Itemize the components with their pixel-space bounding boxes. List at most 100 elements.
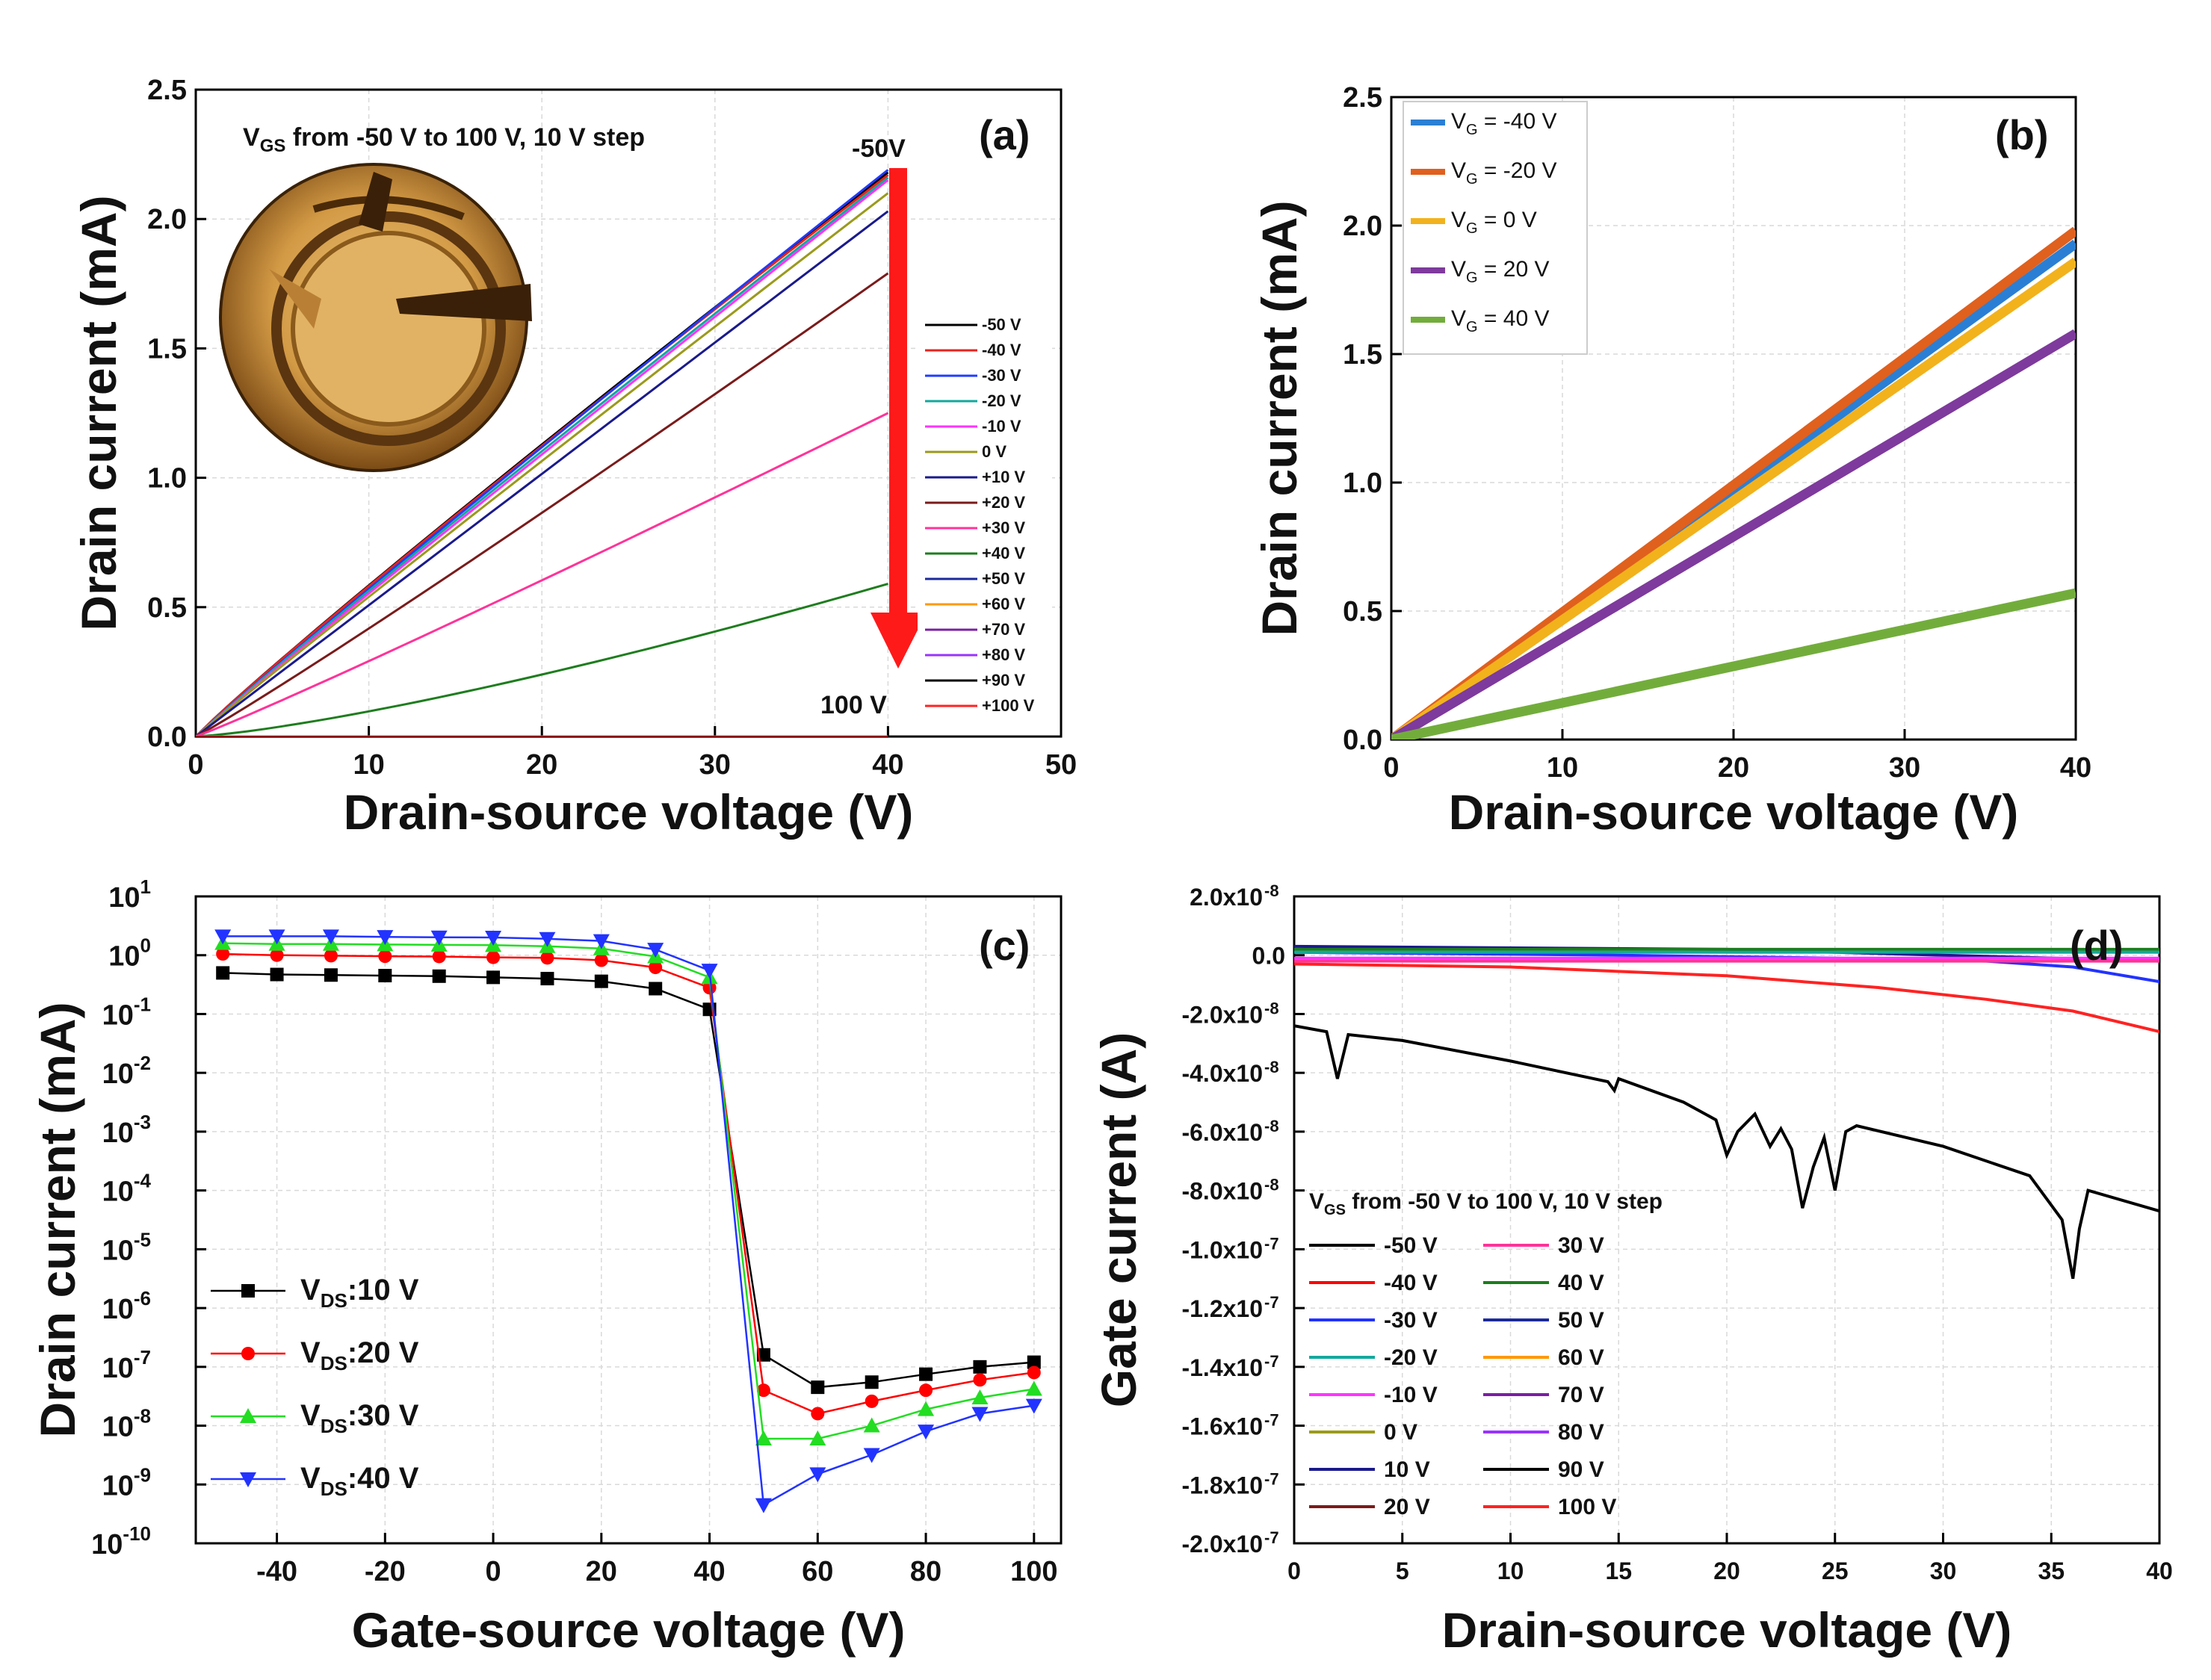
c-legend-marker-0 [241,1284,255,1298]
c-ytick-11: 101 [108,875,151,914]
b-legend-label-rest-3: = 20 V [1478,257,1550,282]
c-ticks: -40 -20 0 20 40 60 80 10010-1010-910-810-710-61… [91,875,1057,1587]
b-series-line-3 [1391,329,2076,740]
d-xtick-4: 20 [1713,1557,1740,1584]
a-legend-label-11: +60 V [982,595,1025,613]
c-series-0-point-11 [811,1380,825,1395]
c-series-3-point-11 [809,1467,826,1483]
b-xtick-1: 10 [1547,752,1578,784]
c-ytick-10: 100 [108,934,151,973]
d-ytick-11: -2.0x10 [1181,1531,1263,1557]
d-legend-label-14: 90 V [1558,1457,1604,1482]
b-ytick-3: 1.5 [1343,339,1382,371]
c-legend-marker-2 [240,1408,256,1423]
c-series-1-point-9 [702,981,717,995]
d-legend-label-4: -10 V [1384,1383,1438,1407]
c-series-3-point-6 [539,932,556,947]
a-sweep-v: V [243,123,260,152]
c-series-0-point-2 [324,968,338,982]
panel-d: 0 5 10 15 20 25 30 35 402.0x10 -80.0-2.0x10 -8-4.0… [1091,881,2173,1658]
c-legend-label-1: VDS:20 V [300,1336,419,1374]
d-ytick-exp-2: -8 [1264,999,1279,1017]
a-legend-label-14: +90 V [982,671,1025,689]
d-legend-label-9: 40 V [1558,1271,1604,1295]
c-legend-label-sub-1: DS [321,1352,347,1374]
c-series-0-point-5 [486,970,501,985]
d-ytick-exp-4: -8 [1264,1117,1279,1135]
d-ytick-mant-7: -1.2x10 [1181,1295,1263,1322]
c-ytick-1: 10-9 [102,1463,151,1501]
a-x-axis-title: Drain-source voltage (V) [344,784,914,840]
c-series-0-point-0 [216,966,230,980]
d-series-line-0 [1294,1024,2159,1280]
c-ytick-exp-7: -3 [134,1111,151,1133]
b-legend-label-sub-3: G [1466,270,1478,286]
c-series-line-2 [223,942,1034,1440]
c-ytick-4: 10-6 [102,1287,151,1325]
a-ticks: 0 10 20 30 40 50 0.0 0.5 1.0 1.5 2.0 2.5 [147,75,1077,781]
c-panel-label: (c) [979,922,1030,969]
c-legend-label-main-3: V [300,1462,321,1495]
a-sweep-arrow [871,168,927,669]
a-legend-label-1: -40 V [982,341,1021,359]
c-legend-label-main-2: V [300,1399,321,1432]
b-series-line-2 [1391,257,2076,740]
a-legend-label-13: +80 V [982,645,1025,664]
b-xtick-3: 30 [1889,752,1920,784]
d-legend-label-3: -20 V [1384,1345,1438,1370]
a-ytick-4: 2.0 [147,204,187,235]
c-series-line-1 [223,952,1034,1415]
a-xtick-2: 20 [526,749,557,781]
d-xtick-2: 10 [1497,1557,1524,1584]
b-legend-label-main-0: V [1451,109,1466,134]
c-series-0-point-12 [865,1375,879,1389]
d-ytick-mant-11: -2.0x10 [1181,1531,1263,1557]
d-legend-title-sub: GS [1324,1202,1346,1218]
c-ytick-base-4: 10 [102,1294,134,1325]
c-ytick-base-6: 10 [102,1177,134,1208]
c-ytick-exp-9: -1 [134,993,151,1015]
c-legend-label-0: VDS:10 V [300,1274,419,1312]
c-xtick-2: 0 [485,1556,501,1587]
b-ytick-2: 1.0 [1343,468,1382,499]
b-legend-label-main-2: V [1451,208,1466,232]
a-legend-label-5: 0 V [982,442,1006,461]
c-series-0-point-7 [594,974,608,988]
panel-a: 0 10 20 30 40 50 0.0 0.5 1.0 1.5 2.0 2.5 VGS from -… [71,75,1077,840]
c-series-0-point-3 [378,969,392,983]
b-legend: VG = -40 VVG = -20 VVG = 0 VVG = 20 VVG … [1403,101,1588,355]
d-ytick-mant-4: -6.0x10 [1181,1119,1263,1146]
a-xtick-5: 50 [1045,749,1077,781]
a-xtick-4: 40 [872,749,903,781]
c-ytick-exp-4: -6 [134,1287,151,1309]
c-legend-label-rest-1: :20 V [347,1336,419,1369]
d-ytick-3: -4.0x10 [1181,1060,1263,1087]
c-ytick-base-9: 10 [102,999,134,1031]
b-legend-label-4: VG = 40 V [1451,306,1549,335]
a-sweep-rest: from -50 V to 100 V, 10 V step [285,123,645,152]
b-legend-label-main-1: V [1451,158,1466,183]
c-ytick-8: 10-2 [102,1052,151,1090]
b-legend-label-0: VG = -40 V [1451,109,1556,138]
c-series-3-point-14 [971,1407,989,1422]
c-series-3-point-8 [647,943,664,958]
c-series-3-point-10 [755,1498,772,1513]
c-series-3-point-1 [268,929,285,945]
d-y-axis-title: Gate current (A) [1091,1032,1146,1407]
c-xtick-3: 20 [586,1556,617,1587]
c-ytick-exp-0: -10 [123,1522,151,1545]
c-series-2-point-13 [918,1401,935,1416]
b-series [1391,226,2076,740]
c-ytick-base-10: 10 [108,941,140,973]
b-legend-label-rest-2: = 0 V [1478,208,1537,232]
a-ytick-5: 2.5 [147,75,187,106]
a-legend-label-3: -20 V [982,391,1021,410]
c-legend-label-2: VDS:30 V [300,1399,419,1437]
b-ytick-1: 0.5 [1343,596,1382,627]
b-legend-box [1403,101,1588,355]
a-series-line-9 [196,583,888,737]
a-xtick-0: 0 [188,749,203,781]
b-legend-label-2: VG = 0 V [1451,208,1537,237]
b-legend-label-main-4: V [1451,306,1466,331]
d-legend-label-13: 80 V [1558,1420,1604,1445]
